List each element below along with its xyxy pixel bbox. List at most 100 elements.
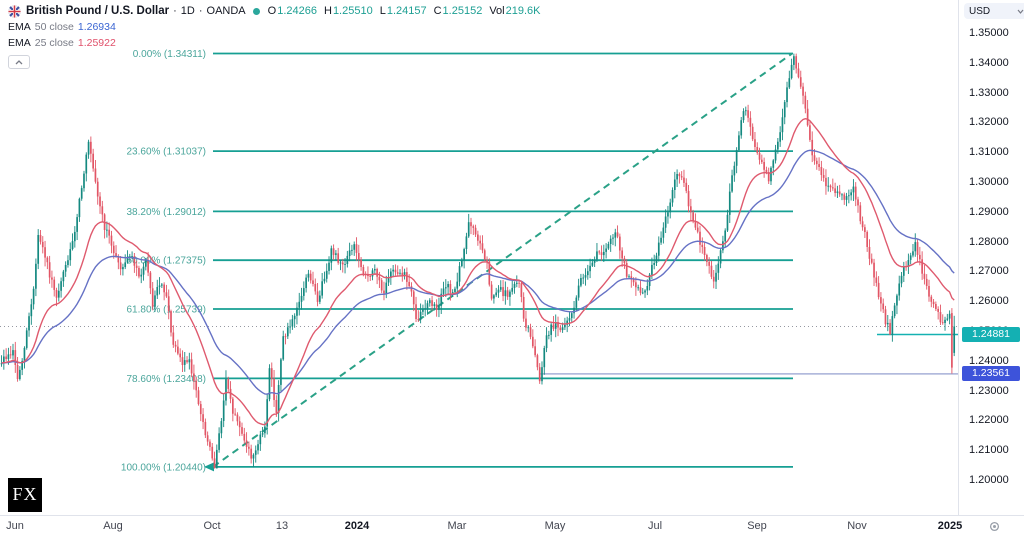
- ema50-value: 1.26934: [77, 21, 116, 33]
- candle-body: [257, 444, 259, 451]
- candle-body: [827, 185, 830, 187]
- candle-body: [811, 139, 814, 156]
- candle-body: [880, 297, 882, 304]
- candle-body: [163, 284, 165, 293]
- candle-body: [467, 222, 470, 237]
- price-tick-label: 1.27000: [969, 265, 1009, 278]
- candle-body: [30, 304, 33, 317]
- candle-body: [60, 281, 62, 291]
- price-tag-teal[interactable]: 1.24881: [962, 327, 1020, 343]
- candle-body: [509, 291, 511, 297]
- candle-body: [591, 262, 594, 266]
- candle-body: [161, 284, 163, 286]
- candle-body: [598, 251, 601, 253]
- close-label: C: [433, 5, 442, 17]
- candle-body: [637, 287, 640, 289]
- price-tick-label: 1.21000: [969, 444, 1009, 457]
- candle-body: [140, 274, 143, 277]
- candle-body: [0, 363, 3, 365]
- candle-body: [683, 177, 685, 183]
- candle-body: [440, 293, 443, 306]
- candle-body: [694, 221, 697, 228]
- price-tick-label: 1.35000: [969, 27, 1009, 39]
- ema50-name: EMA: [8, 21, 31, 33]
- price-tick-label: 1.28000: [969, 235, 1009, 248]
- candle-body: [518, 282, 520, 284]
- fib-retracement[interactable]: 0.00% (1.34311) 23.60% (1.31037) 38.20% (1…: [121, 49, 793, 473]
- candle-body: [619, 236, 621, 251]
- candle-body: [841, 194, 843, 196]
- candle-body: [156, 287, 159, 296]
- candle-body: [930, 296, 933, 302]
- candle-body: [344, 264, 346, 265]
- price-axis[interactable]: USD 1.24881 1.23561 1.35000 1.34000 1.3300…: [958, 0, 1024, 515]
- candle-body: [154, 295, 156, 307]
- candle-body: [55, 290, 58, 298]
- trend-line[interactable]: [212, 52, 793, 468]
- candle-body: [293, 315, 296, 320]
- candle-body: [76, 217, 78, 232]
- collapse-legend-button[interactable]: [8, 55, 30, 69]
- chevron-up-icon: [15, 59, 23, 64]
- price-chart-plot[interactable]: 0.00% (1.34311) 23.60% (1.31037) 38.20% (1…: [0, 0, 958, 515]
- time-tick-label: Oct: [203, 520, 221, 532]
- candle-body: [687, 190, 690, 207]
- volume-label: Vol: [489, 5, 505, 17]
- currency-label: USD: [969, 5, 991, 17]
- candle-body: [534, 346, 536, 356]
- candle-body: [822, 175, 825, 178]
- candle-body: [873, 262, 875, 278]
- candle-body: [566, 320, 569, 325]
- time-axis[interactable]: Jun Aug Oct 13 2024 Mar May Jul Sep Nov 2025: [0, 515, 1024, 537]
- candle-body: [7, 354, 10, 360]
- symbol-title[interactable]: British Pound / U.S. Dollar: [26, 5, 170, 17]
- candle-body: [754, 139, 756, 147]
- low-value: 1.24157: [386, 5, 427, 17]
- candle-body: [614, 232, 617, 238]
- candle-body: [689, 206, 692, 213]
- candle-body: [852, 186, 855, 193]
- candle-body: [548, 334, 550, 336]
- candle-body: [94, 168, 97, 182]
- open-label: O: [267, 5, 277, 17]
- candle-body: [341, 262, 344, 265]
- time-tick-label: Jul: [647, 520, 663, 532]
- candle-body: [724, 230, 727, 242]
- candle-body: [488, 261, 491, 285]
- price-tick-label: 1.23000: [969, 384, 1009, 397]
- candle-body: [854, 186, 857, 200]
- candle-body: [101, 206, 104, 215]
- candle-body: [151, 288, 154, 307]
- candle-body: [138, 267, 140, 277]
- candle-body: [758, 152, 761, 160]
- candle-body: [786, 87, 788, 103]
- candle-body: [181, 357, 184, 365]
- candle-body: [639, 287, 642, 293]
- price-tag-blue[interactable]: 1.23561: [962, 366, 1020, 382]
- candle-body: [435, 304, 438, 310]
- candle-body: [147, 259, 149, 273]
- candle-body: [770, 167, 772, 182]
- candle-body: [406, 272, 408, 282]
- ema25-line[interactable]: [1, 117, 955, 426]
- ema50-line[interactable]: [1, 149, 955, 395]
- candle-body: [115, 253, 117, 257]
- candle-body: [376, 269, 378, 277]
- candle-body: [460, 259, 463, 267]
- candle-body: [859, 205, 862, 222]
- candle-body: [699, 231, 701, 245]
- exchange[interactable]: OANDA: [206, 5, 246, 17]
- candle-body: [193, 373, 195, 381]
- settings-gear-icon[interactable]: [988, 520, 1001, 533]
- candle-body: [199, 404, 202, 415]
- timeframe[interactable]: 1D: [180, 5, 195, 17]
- candle-body: [616, 232, 619, 237]
- candle-body: [438, 305, 440, 310]
- price-tick-label: 1.30000: [969, 176, 1009, 188]
- currency-selector[interactable]: USD: [964, 3, 1024, 19]
- candle-body: [385, 282, 388, 294]
- candle-body: [600, 252, 603, 255]
- candle-body: [392, 269, 394, 272]
- candle-body: [428, 300, 431, 304]
- candle-body: [122, 267, 124, 270]
